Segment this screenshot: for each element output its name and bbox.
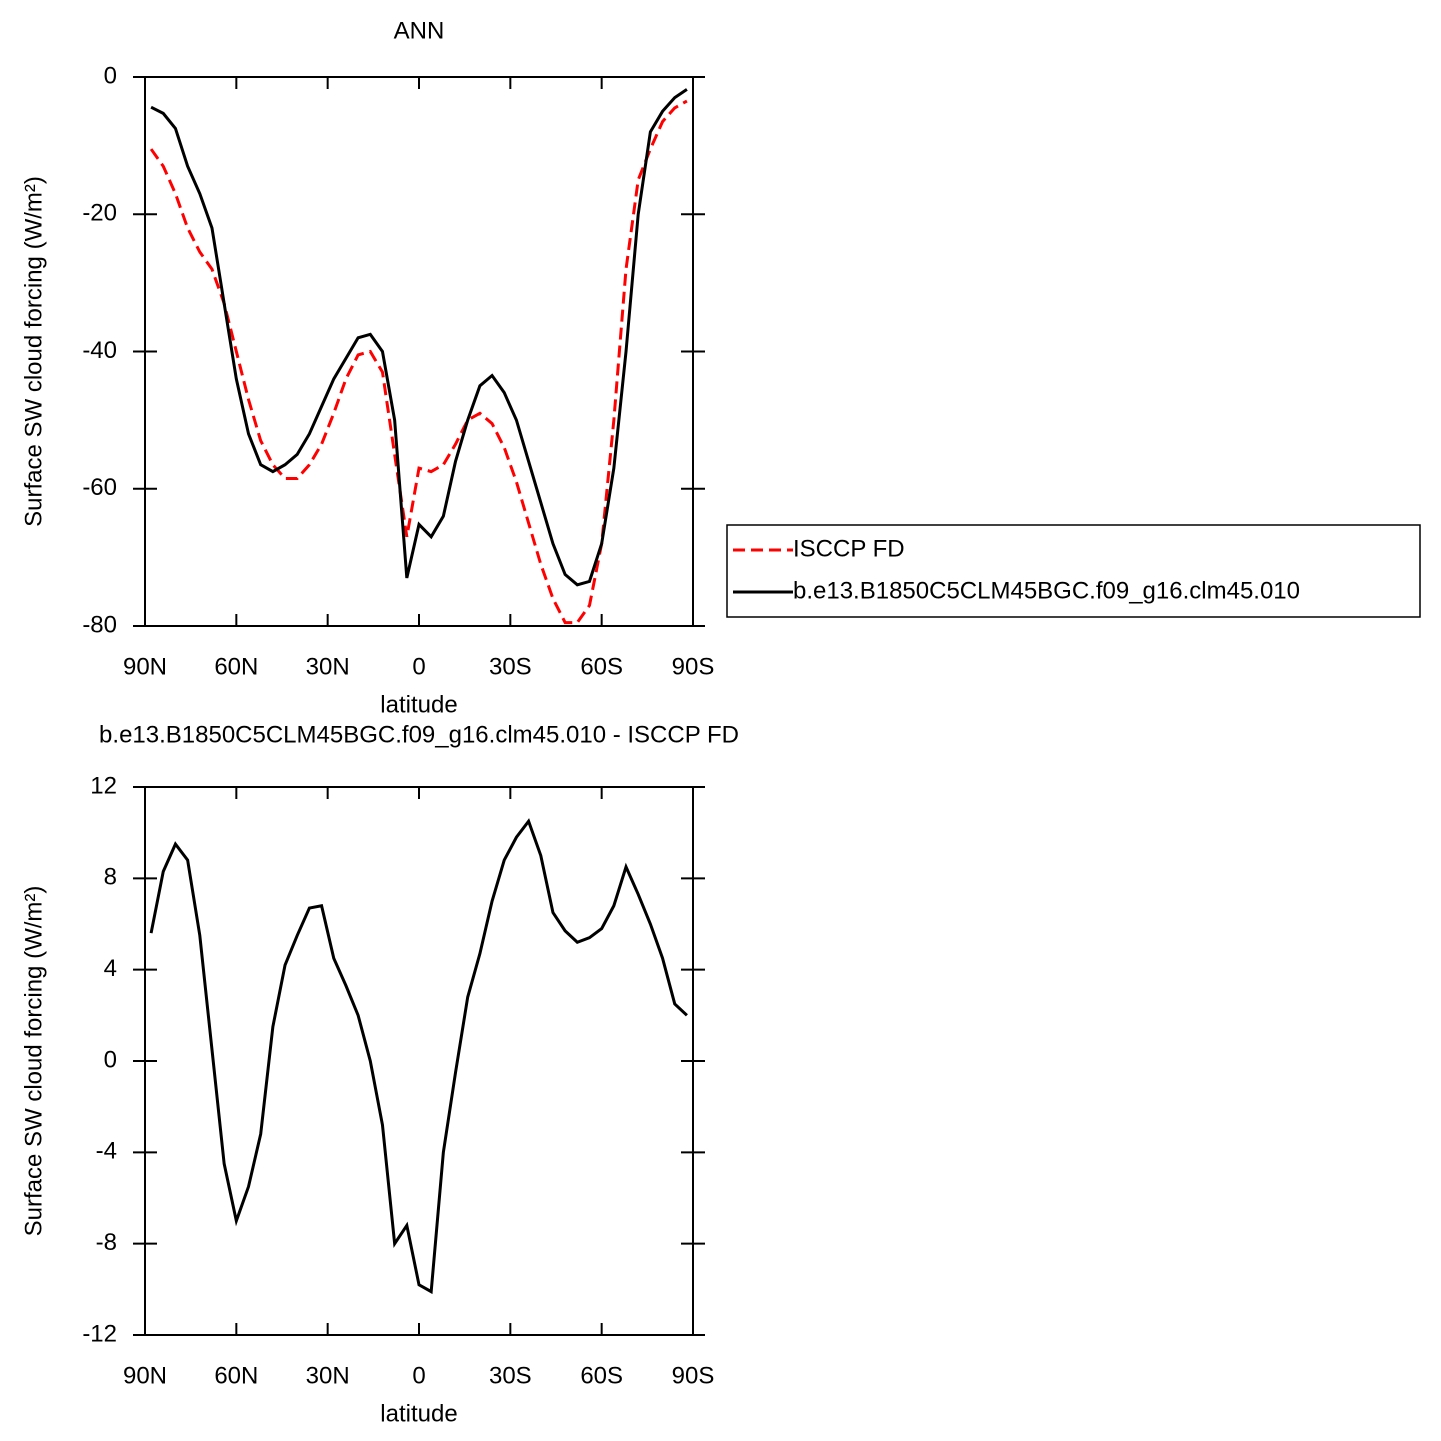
y-tick-label: -20 [82, 200, 117, 227]
y-tick-label: -80 [82, 611, 117, 638]
x-tick-label: 60N [214, 653, 258, 680]
x-tick-label: 30S [489, 1362, 532, 1389]
y-axis-label: Surface SW cloud forcing (W/m²) [20, 176, 47, 527]
x-tick-label: 90S [672, 1362, 715, 1389]
x-tick-label: 60S [580, 1362, 623, 1389]
x-tick-label: 30S [489, 653, 532, 680]
y-tick-label: -4 [96, 1138, 117, 1165]
x-tick-label: 0 [412, 653, 425, 680]
x-axis-label: latitude [380, 691, 457, 718]
y-tick-label: -40 [82, 337, 117, 364]
x-tick-label: 60N [214, 1362, 258, 1389]
y-tick-label: 0 [104, 1046, 117, 1073]
y-tick-label: 0 [104, 62, 117, 89]
y-tick-label: 8 [104, 864, 117, 891]
chart-title: ANN [394, 17, 445, 44]
x-axis-label: latitude [380, 1400, 457, 1427]
x-tick-label: 90S [672, 653, 715, 680]
legend-box [726, 524, 1421, 618]
data-line [149, 818, 688, 1295]
y-tick-label: -8 [96, 1229, 117, 1256]
chart-title: b.e13.B1850C5CLM45BGC.f09_g16.clm45.010 … [99, 721, 739, 748]
data-line [150, 88, 688, 587]
x-tick-label: 60S [580, 653, 623, 680]
y-tick-label: 12 [90, 772, 117, 799]
plot-frame [144, 786, 694, 1336]
y-tick-label: 4 [104, 955, 117, 982]
x-tick-label: 90N [123, 1362, 167, 1389]
y-axis-label: Surface SW cloud forcing (W/m²) [20, 886, 47, 1237]
legend-label: ISCCP FD [793, 535, 905, 562]
x-tick-label: 30N [306, 1362, 350, 1389]
data-line [149, 99, 688, 625]
x-tick-label: 90N [123, 653, 167, 680]
legend-label: b.e13.B1850C5CLM45BGC.f09_g16.clm45.010 [793, 577, 1300, 604]
x-tick-label: 30N [306, 653, 350, 680]
y-tick-label: -12 [82, 1320, 117, 1347]
y-tick-label: -60 [82, 474, 117, 501]
plot-frame [144, 76, 694, 627]
x-tick-label: 0 [412, 1362, 425, 1389]
